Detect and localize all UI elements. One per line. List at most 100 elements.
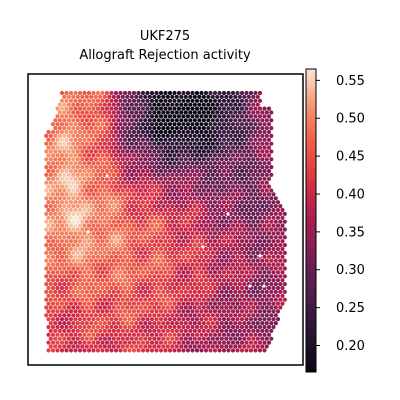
spot xyxy=(62,118,67,123)
spot xyxy=(176,145,182,150)
spot xyxy=(161,297,166,302)
spot xyxy=(174,118,179,123)
spot xyxy=(208,293,213,298)
spot xyxy=(158,254,164,259)
spot xyxy=(201,165,206,170)
spot xyxy=(136,285,141,291)
spot xyxy=(248,176,254,181)
spot xyxy=(242,227,247,232)
spot xyxy=(82,223,87,228)
spot xyxy=(239,153,245,158)
spot xyxy=(280,262,285,267)
spot xyxy=(75,133,80,138)
spot xyxy=(147,157,152,162)
spot xyxy=(215,126,220,131)
spot xyxy=(269,188,274,193)
spot xyxy=(113,200,119,205)
spot xyxy=(100,176,105,181)
spot xyxy=(206,219,211,224)
spot xyxy=(176,246,182,252)
spot xyxy=(64,285,69,291)
spot xyxy=(192,126,197,131)
spot xyxy=(62,266,67,271)
spot xyxy=(212,192,218,197)
colorbar-tick-label: 0.45 xyxy=(336,150,365,165)
spot xyxy=(134,243,139,248)
spot xyxy=(273,305,278,310)
spot xyxy=(266,168,272,174)
spot xyxy=(215,165,220,170)
spot xyxy=(190,285,195,291)
spot xyxy=(116,289,121,294)
spot xyxy=(68,278,74,283)
spot xyxy=(201,274,206,279)
spot xyxy=(98,133,103,138)
spot xyxy=(262,246,267,252)
spot xyxy=(138,321,143,326)
spot xyxy=(82,309,87,314)
spot xyxy=(246,94,251,99)
spot xyxy=(55,145,60,150)
spot xyxy=(55,262,60,267)
spot xyxy=(156,94,161,99)
spot xyxy=(53,321,58,326)
spot xyxy=(140,317,146,322)
spot xyxy=(244,137,249,142)
spot xyxy=(154,122,159,127)
spot xyxy=(120,250,125,255)
spot xyxy=(237,172,242,177)
spot xyxy=(64,129,69,135)
spot xyxy=(253,98,258,103)
spot xyxy=(237,328,242,333)
spot xyxy=(73,129,78,135)
spot xyxy=(66,204,71,209)
spot xyxy=(125,188,130,193)
spot xyxy=(86,176,92,181)
spot xyxy=(215,227,220,232)
spot xyxy=(109,223,114,228)
spot xyxy=(109,348,114,353)
spot xyxy=(197,180,202,185)
spot xyxy=(185,114,191,119)
spot xyxy=(109,270,114,275)
spot xyxy=(152,172,157,177)
spot xyxy=(73,317,78,322)
spot xyxy=(109,278,114,283)
spot xyxy=(192,110,197,115)
spot xyxy=(116,219,121,224)
spot xyxy=(246,344,251,349)
spot xyxy=(203,122,209,127)
spot xyxy=(242,305,247,310)
spot xyxy=(183,274,188,279)
spot xyxy=(203,90,209,96)
spot xyxy=(129,126,134,131)
spot xyxy=(282,211,287,216)
spot xyxy=(163,200,168,205)
spot xyxy=(100,98,105,103)
spot xyxy=(46,168,51,174)
colorbar-frame xyxy=(305,68,317,373)
spot xyxy=(212,332,218,337)
spot xyxy=(68,324,74,330)
spot xyxy=(109,153,114,158)
spot xyxy=(212,215,218,220)
spot xyxy=(53,172,58,177)
missing-spot xyxy=(226,212,230,216)
spot xyxy=(134,141,139,146)
spot xyxy=(174,157,179,162)
spot xyxy=(167,340,173,345)
spot xyxy=(244,90,249,96)
spot xyxy=(138,126,143,131)
spot xyxy=(82,317,87,322)
spot xyxy=(253,122,258,127)
spot xyxy=(161,328,166,333)
spot xyxy=(210,219,215,224)
spot xyxy=(77,309,83,314)
spot xyxy=(134,133,139,138)
spot xyxy=(93,94,98,99)
spot xyxy=(62,126,67,131)
spot xyxy=(257,161,263,166)
spot xyxy=(257,98,263,103)
spot xyxy=(152,243,157,248)
